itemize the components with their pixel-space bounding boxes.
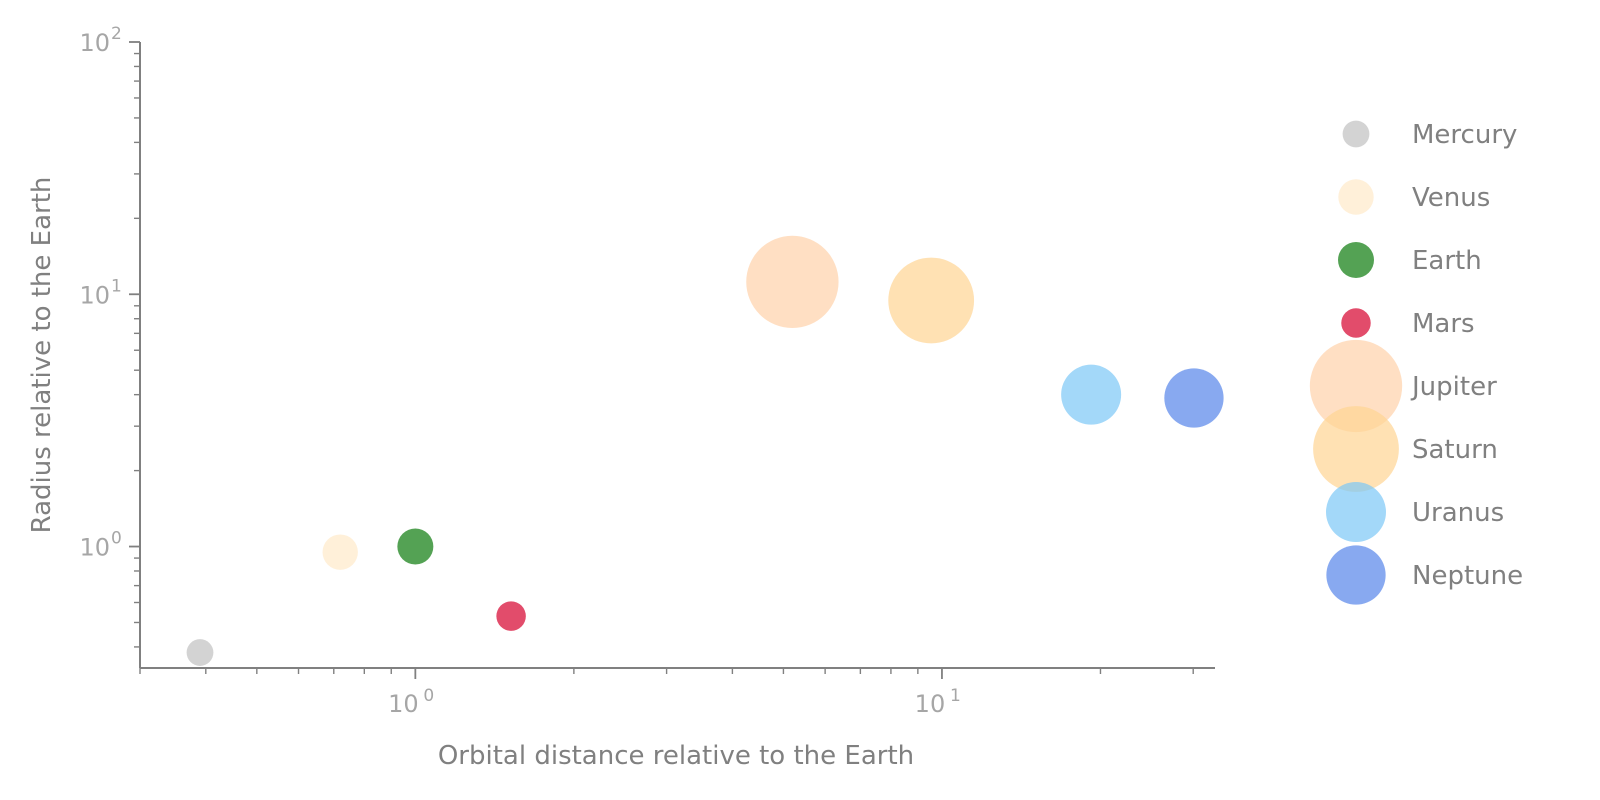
x-tick-label: 10 (388, 690, 419, 718)
legend-marker-mars (1341, 308, 1371, 338)
legend-marker-mercury (1342, 120, 1370, 148)
x-tick-label: 10 (915, 690, 946, 718)
legend-marker-jupiter (1309, 339, 1403, 433)
legend-label-venus: Venus (1412, 183, 1490, 213)
legend-label-mars: Mars (1412, 309, 1475, 339)
legend: Mercury Venus Earth Mars Jupiter Saturn Uranus… (1309, 120, 1523, 605)
data-points (186, 235, 1224, 666)
point-jupiter (746, 235, 839, 329)
legend-label-saturn: Saturn (1412, 435, 1498, 465)
x-tick-exponent: 0 (423, 686, 434, 706)
legend-label-uranus: Uranus (1412, 498, 1504, 528)
legend-marker-venus (1338, 179, 1374, 215)
legend-marker-earth (1338, 242, 1374, 278)
point-mercury (186, 639, 214, 666)
x-axis-label: Orbital distance relative to the Earth (438, 741, 914, 771)
legend-marker-uranus (1326, 482, 1386, 542)
legend-label-mercury: Mercury (1412, 120, 1517, 150)
y-tick-label: 10 (79, 29, 110, 57)
point-venus (322, 534, 358, 570)
y-axis-label: Radius relative to the Earth (27, 177, 57, 534)
legend-label-neptune: Neptune (1412, 561, 1523, 591)
y-tick-exponent: 1 (111, 276, 122, 296)
point-uranus (1061, 364, 1122, 425)
y-tick-label: 10 (79, 281, 110, 309)
legend-marker-saturn (1313, 406, 1399, 492)
x-tick-exponent: 1 (950, 686, 961, 706)
point-mars (496, 601, 526, 631)
legend-marker-neptune (1326, 545, 1386, 605)
legend-label-earth: Earth (1412, 246, 1482, 276)
y-tick-exponent: 2 (111, 24, 122, 44)
y-tick-label: 10 (79, 534, 110, 562)
axes: 10 0 10 110 010 110 2 (79, 24, 1215, 718)
legend-label-jupiter: Jupiter (1410, 372, 1497, 402)
y-tick-exponent: 0 (111, 529, 122, 549)
point-saturn (888, 257, 975, 344)
point-neptune (1164, 368, 1224, 428)
point-earth (397, 528, 434, 565)
